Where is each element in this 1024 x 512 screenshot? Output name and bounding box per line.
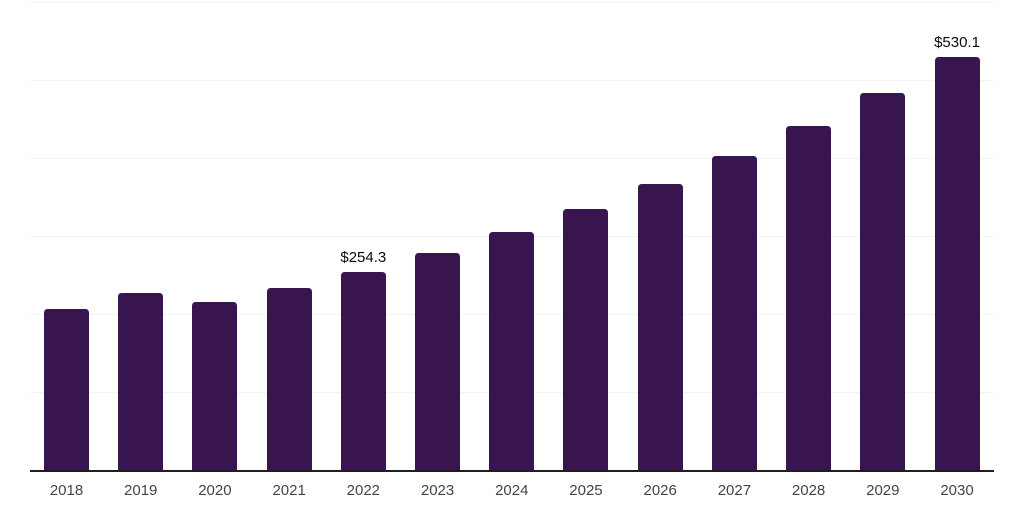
bar-2024 xyxy=(489,231,535,470)
bar-2018 xyxy=(44,309,89,470)
x-tick-2029: 2029 xyxy=(866,482,900,499)
gridline-600 xyxy=(30,2,994,3)
x-tick-2027: 2027 xyxy=(717,482,752,499)
x-tick-2019: 2019 xyxy=(124,482,158,499)
data-label-2030: $530.1 xyxy=(934,33,980,51)
bar-2026 xyxy=(637,183,683,470)
bar-2029 xyxy=(860,92,906,470)
x-tick-2022: 2022 xyxy=(346,482,381,499)
x-tick-2021: 2021 xyxy=(272,482,306,499)
x-tick-2023: 2023 xyxy=(420,482,455,499)
bar-2020 xyxy=(192,302,238,470)
bar-2022 xyxy=(340,271,386,470)
bar-2021 xyxy=(266,287,312,470)
x-tick-2025: 2025 xyxy=(569,482,603,499)
x-tick-2030: 2030 xyxy=(940,482,974,499)
bar-2030 xyxy=(934,56,980,470)
bar-2025 xyxy=(563,208,609,470)
x-tick-2020: 2020 xyxy=(198,482,232,499)
gridline-400 xyxy=(30,158,994,159)
data-label-2022: $254.3 xyxy=(340,248,387,266)
gridline-500 xyxy=(30,80,994,81)
bar-2019 xyxy=(118,293,164,470)
x-tick-2026: 2026 xyxy=(643,482,677,499)
plot-area: $254.3 $530.1 xyxy=(30,2,994,472)
bar-2027 xyxy=(711,156,757,470)
x-axis-labels: 2018 2019 2020 2021 2022 2023 2024 2025 2026 2027… xyxy=(30,481,994,507)
x-tick-2018: 2018 xyxy=(49,482,84,499)
bar-2023 xyxy=(415,252,461,470)
x-tick-2024: 2024 xyxy=(495,482,529,499)
bar-2028 xyxy=(786,125,832,470)
x-tick-2028: 2028 xyxy=(791,482,826,499)
